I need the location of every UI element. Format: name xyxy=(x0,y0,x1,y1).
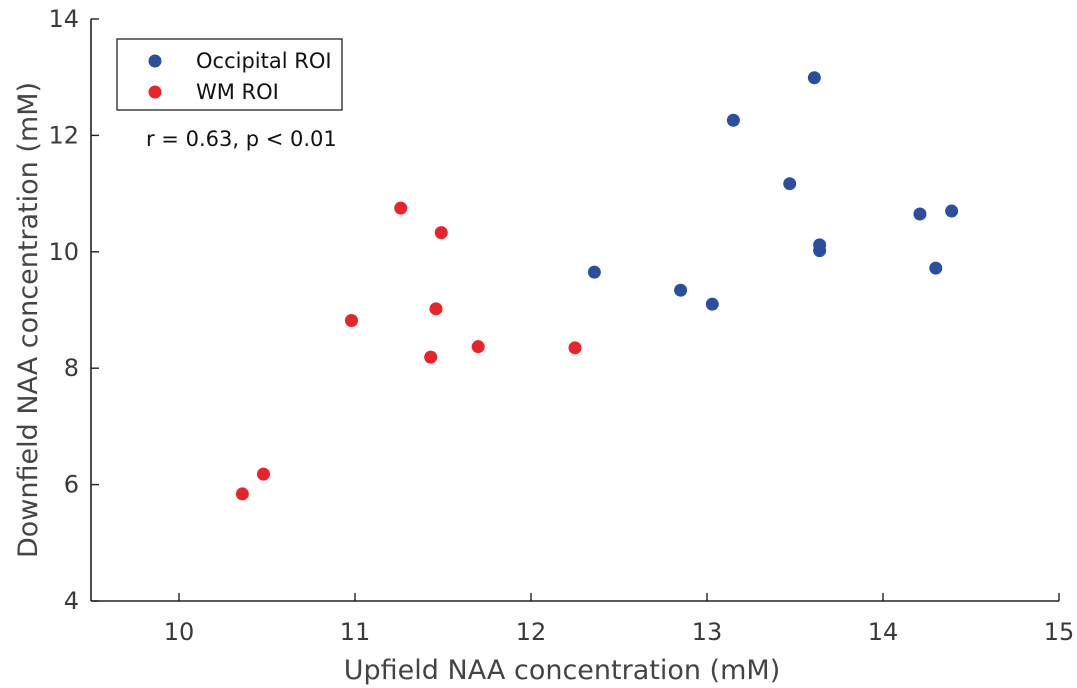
y-tick-label: 14 xyxy=(48,5,79,33)
x-tick-label: 10 xyxy=(164,618,195,646)
data-point-occipital-roi xyxy=(674,283,688,297)
data-point-occipital-roi xyxy=(929,261,943,275)
y-axis-ticks: 4 6 8 10 12 14 xyxy=(48,5,99,615)
legend-marker-wm xyxy=(148,85,162,99)
y-tick-label: 10 xyxy=(48,238,79,266)
x-axis-label: Upfield NAA concentration (mM) xyxy=(344,655,780,686)
x-axis-ticks: 10 11 12 13 14 15 xyxy=(164,593,1075,646)
y-tick-label: 12 xyxy=(48,121,79,149)
data-point-wm-roi xyxy=(471,340,485,354)
y-tick-label: 6 xyxy=(64,471,79,499)
data-point-wm-roi xyxy=(394,201,408,215)
data-point-occipital-roi xyxy=(587,265,601,279)
legend-label-wm: WM ROI xyxy=(196,80,279,104)
y-tick-label: 4 xyxy=(64,587,79,615)
data-point-occipital-roi xyxy=(913,207,927,221)
correlation-annotation: r = 0.63, p < 0.01 xyxy=(146,127,337,151)
x-tick-label: 15 xyxy=(1044,618,1075,646)
data-point-wm-roi xyxy=(434,226,448,240)
y-tick-label: 8 xyxy=(64,354,79,382)
legend: Occipital ROI WM ROI xyxy=(116,38,343,111)
data-point-wm-roi xyxy=(429,302,443,316)
data-point-wm-roi xyxy=(256,467,270,481)
x-tick-label: 14 xyxy=(868,618,899,646)
data-point-occipital-roi xyxy=(705,297,719,311)
x-tick-label: 13 xyxy=(692,618,723,646)
y-axis-label: Downfield NAA concentration (mM) xyxy=(13,82,44,558)
data-point-occipital-roi xyxy=(813,244,827,258)
data-point-occipital-roi xyxy=(783,177,797,191)
data-point-occipital-roi xyxy=(726,113,740,127)
data-point-wm-roi xyxy=(568,341,582,355)
data-point-wm-roi xyxy=(424,350,438,364)
legend-label-occipital: Occipital ROI xyxy=(196,49,332,73)
x-tick-label: 12 xyxy=(516,618,547,646)
data-point-occipital-roi xyxy=(945,204,959,218)
data-point-wm-roi xyxy=(344,313,358,327)
data-point-occipital-roi xyxy=(807,71,821,85)
x-tick-label: 11 xyxy=(340,618,371,646)
legend-marker-occipital xyxy=(148,54,162,68)
data-points xyxy=(235,71,959,501)
data-point-wm-roi xyxy=(235,487,249,501)
